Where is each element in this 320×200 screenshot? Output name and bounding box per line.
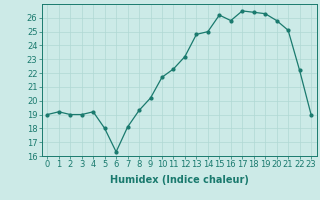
X-axis label: Humidex (Indice chaleur): Humidex (Indice chaleur) — [110, 175, 249, 185]
